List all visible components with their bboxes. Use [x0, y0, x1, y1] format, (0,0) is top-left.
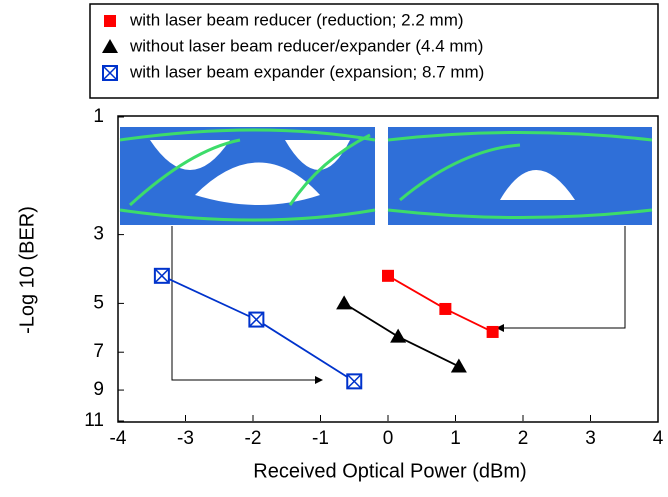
x-tick-label: 3: [585, 428, 596, 449]
data-point: [439, 303, 451, 315]
y-tick-label: 11: [84, 410, 104, 431]
legend-marker: [103, 66, 117, 80]
eye-diagram-right: [388, 127, 652, 225]
legend-label: with laser beam expander (expansion; 8.7…: [129, 62, 484, 81]
eye-diagram-left: [120, 127, 375, 225]
y-tick-label: 3: [93, 224, 104, 245]
x-axis-label: Received Optical Power (dBm): [253, 460, 526, 482]
data-point: [155, 269, 169, 283]
legend-marker: [104, 15, 116, 27]
x-tick-label: 4: [653, 428, 664, 449]
arrow: [172, 226, 322, 380]
legend-label: with laser beam reducer (reduction; 2.2 …: [129, 10, 464, 29]
y-tick-label: 5: [93, 292, 104, 313]
x-tick-label: 2: [518, 428, 529, 449]
y-tick-label: 1: [93, 106, 104, 127]
data-point: [336, 295, 352, 309]
x-tick-label: -1: [312, 428, 329, 449]
x-tick-label: -4: [110, 428, 127, 449]
x-tick-label: 1: [450, 428, 461, 449]
x-tick-label: -3: [177, 428, 194, 449]
legend-label: without laser beam reducer/expander (4.4…: [129, 36, 483, 55]
arrow: [497, 226, 625, 328]
x-tick-label: 0: [383, 428, 394, 449]
data-point: [347, 374, 361, 388]
chart: Received Optical Power (dBm) -Log 10 (BE…: [0, 0, 668, 492]
y-tick-label: 7: [93, 341, 104, 362]
data-point: [249, 313, 263, 327]
data-point: [487, 326, 499, 338]
data-point: [451, 358, 467, 372]
data-point: [390, 329, 406, 343]
data-point: [382, 270, 394, 282]
x-tick-label: -2: [245, 428, 262, 449]
y-tick-label: 9: [93, 379, 104, 400]
series-line: [162, 276, 354, 382]
y-axis-label: -Log 10 (BER): [16, 206, 38, 334]
